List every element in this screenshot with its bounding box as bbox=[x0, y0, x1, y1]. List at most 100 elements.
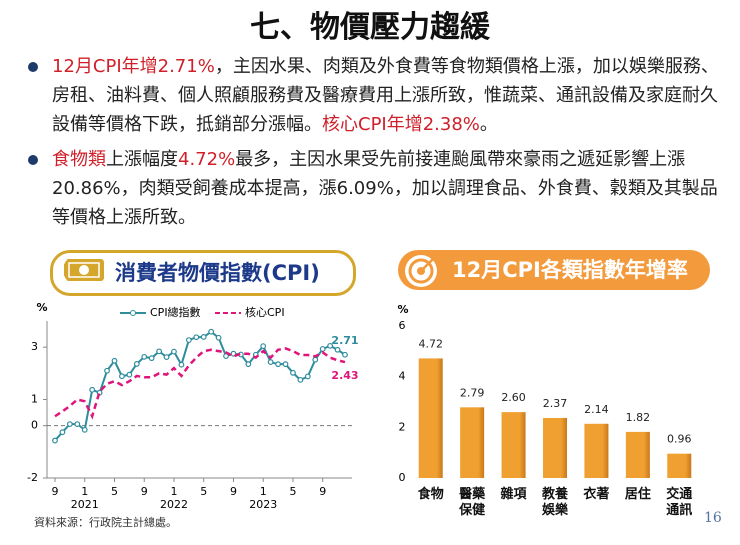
bar bbox=[625, 431, 650, 478]
x-tick-label: 衣著 bbox=[583, 487, 610, 502]
point bbox=[200, 334, 207, 340]
point bbox=[342, 351, 348, 358]
point bbox=[104, 367, 110, 374]
point bbox=[133, 361, 140, 367]
point bbox=[319, 346, 326, 352]
point bbox=[245, 361, 252, 368]
bullet-text: ，主因水果、肉類及外食費等食物類價格上漲，加以娛樂服務、房租、油料費、個人照顧服… bbox=[52, 56, 719, 135]
x-tick-label: 教養娛樂 bbox=[541, 487, 568, 518]
bar bbox=[667, 453, 692, 478]
source-note: 資料來源：行政院主計總處。 bbox=[34, 516, 177, 529]
y-tick-label: 1 bbox=[31, 393, 38, 406]
point bbox=[185, 337, 192, 344]
y-unit: % bbox=[397, 303, 408, 316]
year-label: 2022 bbox=[160, 498, 188, 511]
x-tick-label: 交通通訊 bbox=[666, 487, 693, 518]
bar bbox=[543, 417, 567, 478]
point bbox=[290, 369, 296, 376]
x-tick-label: 醫藥保健 bbox=[459, 487, 486, 518]
series-line bbox=[54, 347, 346, 420]
bullet: 食物類上漲幅度4.72%最多，主因水果受先前接連颱風帶來豪雨之遞延影響上漲20.… bbox=[28, 145, 732, 232]
x-tick-label: 9 bbox=[52, 485, 59, 498]
legend-marker bbox=[130, 310, 136, 316]
bar bbox=[460, 407, 485, 478]
x-tick-label: 1 bbox=[260, 485, 267, 498]
x-tick-label: 5 bbox=[200, 485, 207, 498]
point bbox=[297, 376, 304, 383]
y-tick-label: -2 bbox=[27, 471, 38, 484]
chart-title: 12月CPI各類指數年增率 bbox=[452, 258, 688, 282]
point bbox=[260, 343, 267, 350]
target-icon bbox=[405, 255, 437, 287]
point bbox=[178, 361, 185, 368]
money-icon bbox=[64, 259, 104, 281]
x-tick-label: 5 bbox=[111, 485, 118, 498]
y-unit: % bbox=[36, 301, 47, 314]
x-tick-label: 1 bbox=[81, 485, 88, 498]
point bbox=[334, 346, 341, 353]
x-tick-label: 1 bbox=[170, 485, 177, 498]
point bbox=[81, 426, 88, 433]
point bbox=[267, 359, 274, 365]
point bbox=[52, 437, 58, 444]
value-label: 2.14 bbox=[584, 403, 609, 416]
bullet-text: 核心CPI年增2.38% bbox=[322, 114, 480, 135]
point bbox=[156, 348, 163, 355]
point bbox=[89, 386, 96, 393]
bullet: 12月CPI年增2.71%，主因水果、肉類及外食費等食物類價格上漲，加以娛樂服務… bbox=[28, 52, 732, 139]
page-number: 16 bbox=[704, 510, 722, 526]
y-tick-label: 4 bbox=[399, 370, 406, 383]
point bbox=[215, 334, 222, 341]
legend-label: 核心CPI bbox=[245, 305, 285, 319]
x-tick-label: 5 bbox=[289, 485, 296, 498]
value-label: 4.72 bbox=[418, 337, 443, 350]
point bbox=[208, 328, 215, 335]
point bbox=[312, 356, 319, 363]
chart-banner: 消費者物價指數(CPI) bbox=[50, 250, 356, 296]
slide-title: 七、物價壓力趨緩 bbox=[250, 10, 490, 45]
x-tick-label: 9 bbox=[141, 485, 148, 498]
point bbox=[59, 429, 66, 436]
end-label: 2.71 bbox=[331, 334, 358, 347]
x-tick-label: 9 bbox=[230, 485, 237, 498]
point bbox=[193, 334, 200, 341]
bullet-text: 上漲幅度 bbox=[106, 149, 178, 170]
series-line bbox=[54, 330, 346, 442]
x-tick-label: 9 bbox=[319, 485, 326, 498]
y-tick-label: 2 bbox=[399, 420, 406, 433]
y-tick-label: 3 bbox=[31, 340, 38, 353]
year-label: 2021 bbox=[71, 498, 99, 511]
point bbox=[126, 371, 133, 378]
bullet-text: 。 bbox=[479, 114, 498, 135]
bar bbox=[418, 358, 443, 478]
bar bbox=[584, 423, 609, 478]
value-label: 2.79 bbox=[460, 386, 485, 399]
legend-label: CPI總指數 bbox=[150, 305, 201, 319]
point bbox=[141, 353, 148, 360]
chart-title: 消費者物價指數(CPI) bbox=[115, 261, 320, 285]
point bbox=[111, 357, 118, 364]
bullet-text: 最多，主因水果受先前接連颱風帶來豪雨之遞延影響上漲20.86%，肉類受飼養成本提… bbox=[52, 149, 718, 228]
bullet-text: 12月CPI年增2.71% bbox=[52, 56, 215, 77]
point bbox=[282, 361, 289, 368]
point bbox=[66, 421, 73, 427]
point bbox=[275, 361, 281, 368]
bar bbox=[501, 412, 526, 478]
x-tick-label: 食物 bbox=[417, 487, 444, 502]
point bbox=[74, 421, 81, 427]
y-tick-label: 6 bbox=[399, 319, 406, 332]
point bbox=[119, 373, 125, 380]
value-label: 2.60 bbox=[501, 391, 526, 404]
year-label: 2023 bbox=[249, 498, 277, 511]
point bbox=[327, 342, 334, 349]
point bbox=[171, 348, 177, 355]
value-label: 1.82 bbox=[626, 411, 651, 424]
value-label: 2.37 bbox=[543, 397, 568, 410]
y-tick-label: 0 bbox=[31, 419, 38, 432]
point bbox=[148, 355, 155, 362]
bullet-text: 4.72% bbox=[178, 149, 236, 170]
value-label: 0.96 bbox=[667, 433, 692, 446]
point bbox=[163, 354, 170, 361]
